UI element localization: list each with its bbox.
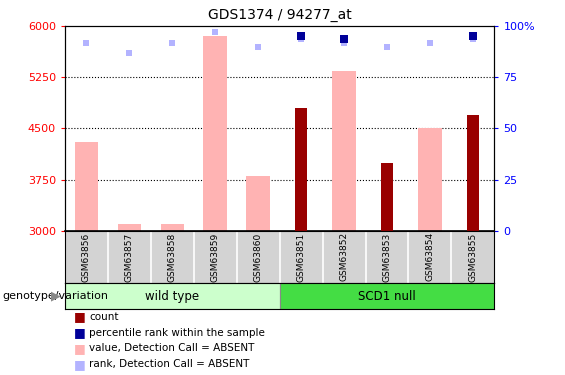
Text: GSM63853: GSM63853 bbox=[383, 232, 392, 282]
Bar bbox=[75, 142, 98, 231]
Bar bbox=[295, 108, 307, 231]
Text: rank, Detection Call = ABSENT: rank, Detection Call = ABSENT bbox=[89, 359, 250, 369]
Point bbox=[340, 40, 349, 46]
Bar bbox=[467, 115, 479, 231]
Text: ▶: ▶ bbox=[51, 290, 61, 303]
Point bbox=[168, 40, 177, 46]
Bar bbox=[65, 283, 280, 309]
Text: GSM63857: GSM63857 bbox=[125, 232, 134, 282]
Text: percentile rank within the sample: percentile rank within the sample bbox=[89, 328, 265, 338]
Bar bbox=[381, 162, 393, 231]
Point bbox=[340, 36, 349, 42]
Bar bbox=[418, 129, 442, 231]
Text: GSM63855: GSM63855 bbox=[468, 232, 477, 282]
Text: ■: ■ bbox=[73, 310, 85, 323]
Text: GSM63852: GSM63852 bbox=[340, 232, 349, 281]
Bar bbox=[280, 283, 494, 309]
Point bbox=[254, 44, 263, 50]
Bar bbox=[246, 176, 270, 231]
Bar bbox=[203, 36, 227, 231]
Text: SCD1 null: SCD1 null bbox=[358, 290, 416, 303]
Bar bbox=[332, 70, 356, 231]
Point bbox=[125, 50, 134, 56]
Point bbox=[468, 36, 477, 42]
Text: GSM63854: GSM63854 bbox=[425, 232, 434, 281]
Point bbox=[82, 40, 91, 46]
Text: ■: ■ bbox=[73, 358, 85, 370]
Text: genotype/variation: genotype/variation bbox=[3, 291, 109, 301]
Point bbox=[383, 44, 392, 50]
Point bbox=[297, 36, 306, 42]
Point bbox=[211, 29, 220, 35]
Text: ■: ■ bbox=[73, 342, 85, 355]
Text: GSM63858: GSM63858 bbox=[168, 232, 177, 282]
Point bbox=[468, 33, 477, 39]
Text: wild type: wild type bbox=[145, 290, 199, 303]
Bar bbox=[118, 224, 141, 231]
Point bbox=[425, 40, 434, 46]
Title: GDS1374 / 94277_at: GDS1374 / 94277_at bbox=[208, 9, 351, 22]
Point bbox=[297, 33, 306, 39]
Text: GSM63860: GSM63860 bbox=[254, 232, 263, 282]
Text: GSM63859: GSM63859 bbox=[211, 232, 220, 282]
Text: GSM63856: GSM63856 bbox=[82, 232, 91, 282]
Bar bbox=[160, 224, 184, 231]
Text: GSM63851: GSM63851 bbox=[297, 232, 306, 282]
Text: ■: ■ bbox=[73, 326, 85, 339]
Text: count: count bbox=[89, 312, 119, 322]
Text: value, Detection Call = ABSENT: value, Detection Call = ABSENT bbox=[89, 344, 255, 353]
